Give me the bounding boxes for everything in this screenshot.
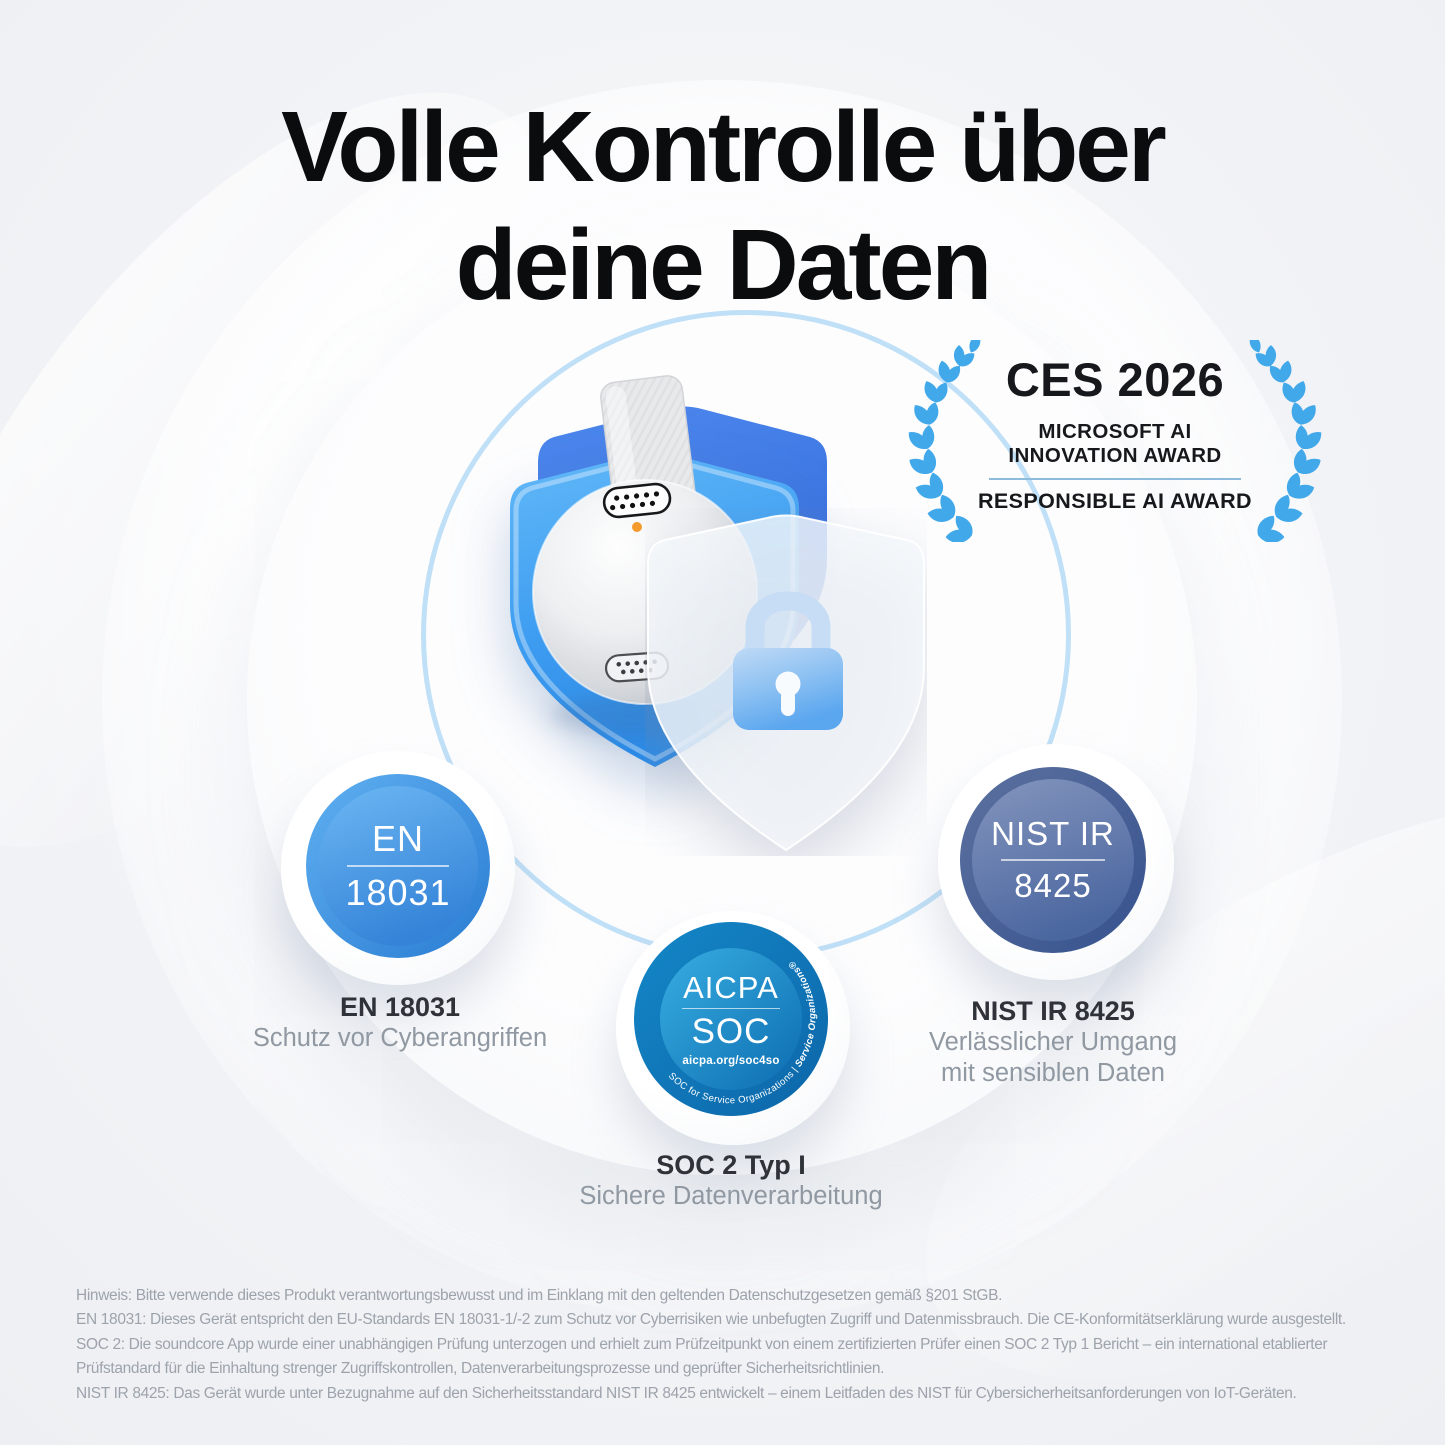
page-title-line1: Volle Kontrolle über [281,91,1167,203]
ces-second-award: RESPONSIBLE AI AWARD [978,489,1252,513]
page-title: Volle Kontrolle über deine Daten [0,88,1445,324]
ces-award-name-line1: MICROSOFT AI [1038,420,1192,443]
en18031-caption: EN 18031 Schutz vor Cyberangriffen [253,992,547,1054]
footnote-line: SOC 2: Die soundcore App wurde einer una… [76,1335,1328,1353]
en18031-badge-bottom-text: 18031 [345,871,451,913]
footnote-line: EN 18031: Dieses Gerät entspricht den EU… [76,1311,1346,1329]
soc-badge-inner [660,948,802,1090]
footnotes: Hinweis: Bitte verwende dieses Produkt v… [76,1284,1436,1406]
en18031-badge: EN 18031 [306,774,490,958]
en18031-badge-top-text: EN [371,818,424,860]
soc-badge-top-text: AICPA [683,969,779,1005]
footnote-line: Hinweis: Bitte verwende dieses Produkt v… [76,1287,1003,1304]
en18031-badge-divider [346,865,449,867]
en18031-caption-title: EN 18031 [339,992,461,1022]
soc-caption-title: SOC 2 Typ I [656,1150,806,1180]
page-title-line2: deine Daten [455,209,993,321]
nist-caption: NIST IR 8425 Verlässlicher Umgang mit se… [929,996,1177,1089]
nist-badge-bottom-text: 8425 [1014,866,1092,904]
ces-award-name: MICROSOFT AI INNOVATION AWARD [895,420,1335,468]
nist-badge-top-text: NIST IR [991,815,1115,853]
nist-badge-divider [1001,859,1105,861]
nist-caption-sub-line2: mit sensiblen Daten [941,1059,1165,1087]
footnote-line: Prüfstandard für die Einhaltung strenger… [76,1360,885,1378]
nist-badge: NIST IR 8425 [960,767,1146,953]
footnote-line: NIST IR 8425: Das Gerät wurde unter Bezu… [76,1384,1297,1402]
en18031-caption-sub: Schutz vor Cyberangriffen [252,1024,548,1052]
ces-award-text: CES 2026 MICROSOFT AI INNOVATION AWARD R… [895,352,1335,514]
soc-badge-bottom-text: SOC [691,1012,771,1052]
soc-badge-divider [682,1007,780,1010]
soc-caption-sub: Sichere Datenverarbeitung [579,1182,883,1210]
soc-badge-url: aicpa.org/soc4so [682,1055,780,1068]
nist-caption-sub-line1: Verlässlicher Umgang [928,1028,1178,1056]
ces-event-title: CES 2026 [1005,353,1225,406]
ces-divider [989,478,1241,480]
soc-caption: SOC 2 Typ I Sichere Datenverarbeitung [579,1150,882,1212]
soc-badge: AICPA SOC aicpa.org/soc4so [634,922,828,1116]
nist-caption-title: NIST IR 8425 [971,996,1135,1026]
ces-award-name-line2: INNOVATION AWARD [1008,444,1222,467]
ces-award-badge: CES 2026 MICROSOFT AI INNOVATION AWARD R… [895,328,1335,550]
